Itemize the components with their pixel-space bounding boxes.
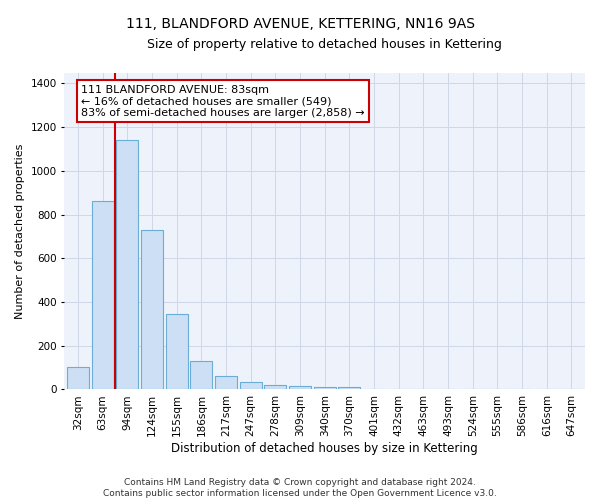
Text: 111, BLANDFORD AVENUE, KETTERING, NN16 9AS: 111, BLANDFORD AVENUE, KETTERING, NN16 9… [125, 18, 475, 32]
Bar [314, 388, 336, 390]
Bar [67, 367, 89, 390]
Bar [289, 386, 311, 390]
Bar [116, 140, 139, 390]
Text: Contains HM Land Registry data © Crown copyright and database right 2024.
Contai: Contains HM Land Registry data © Crown c… [103, 478, 497, 498]
X-axis label: Distribution of detached houses by size in Kettering: Distribution of detached houses by size … [172, 442, 478, 455]
Bar [215, 376, 237, 390]
Bar [239, 382, 262, 390]
Bar [141, 230, 163, 390]
Bar [264, 384, 286, 390]
Text: 111 BLANDFORD AVENUE: 83sqm
← 16% of detached houses are smaller (549)
83% of se: 111 BLANDFORD AVENUE: 83sqm ← 16% of det… [81, 84, 365, 117]
Bar [166, 314, 188, 390]
Title: Size of property relative to detached houses in Kettering: Size of property relative to detached ho… [147, 38, 502, 51]
Bar [190, 361, 212, 390]
Bar [92, 202, 114, 390]
Bar [338, 388, 361, 390]
Y-axis label: Number of detached properties: Number of detached properties [15, 144, 25, 318]
